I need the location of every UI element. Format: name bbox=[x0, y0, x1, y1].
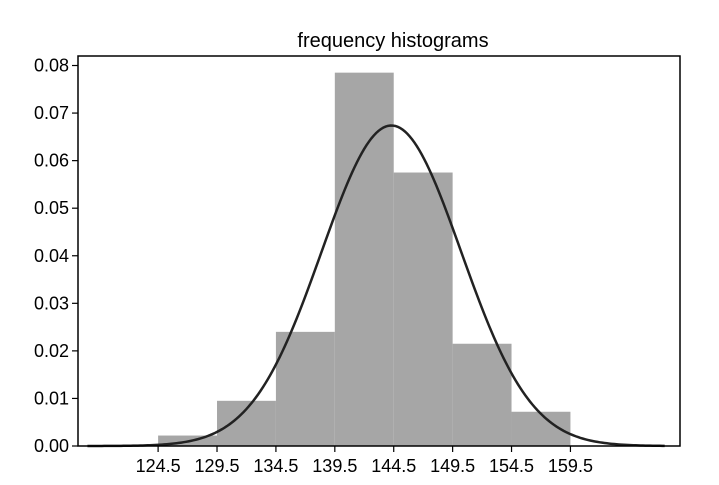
histogram-bar bbox=[275, 331, 335, 446]
y-tick-label: 0.02 bbox=[34, 341, 69, 361]
bars bbox=[158, 72, 571, 447]
x-tick-label: 149.5 bbox=[430, 456, 475, 476]
x-tick-label: 154.5 bbox=[489, 456, 534, 476]
histogram-bar bbox=[452, 343, 512, 446]
y-tick-label: 0.00 bbox=[34, 436, 69, 456]
y-axis: 0.00 0.01 0.02 0.03 0.04 0.05 0.06 0.07 0.08 bbox=[34, 56, 78, 456]
x-tick-label: 129.5 bbox=[194, 456, 239, 476]
x-axis: 124.5 129.5 134.5 139.5 144.5 149.5 154.5 159.5 bbox=[136, 446, 593, 476]
histogram-bar bbox=[334, 72, 394, 447]
x-tick-label: 144.5 bbox=[371, 456, 416, 476]
y-tick-label: 0.07 bbox=[34, 103, 69, 123]
y-tick-label: 0.04 bbox=[34, 246, 69, 266]
y-tick-label: 0.03 bbox=[34, 293, 69, 313]
chart-title: frequency histograms bbox=[297, 30, 488, 52]
histogram-bar bbox=[393, 172, 453, 446]
plot-area-frame bbox=[77, 55, 681, 447]
density-curve-layer bbox=[87, 124, 665, 448]
y-tick-label: 0.08 bbox=[34, 56, 69, 76]
y-tick-label: 0.06 bbox=[34, 151, 69, 171]
x-tick-label: 159.5 bbox=[548, 456, 593, 476]
x-tick-label: 139.5 bbox=[312, 456, 357, 476]
x-tick-label: 134.5 bbox=[253, 456, 298, 476]
y-tick-label: 0.05 bbox=[34, 198, 69, 218]
y-tick-label: 0.01 bbox=[34, 388, 69, 408]
x-tick-label: 124.5 bbox=[136, 456, 181, 476]
density-curve bbox=[87, 124, 665, 448]
